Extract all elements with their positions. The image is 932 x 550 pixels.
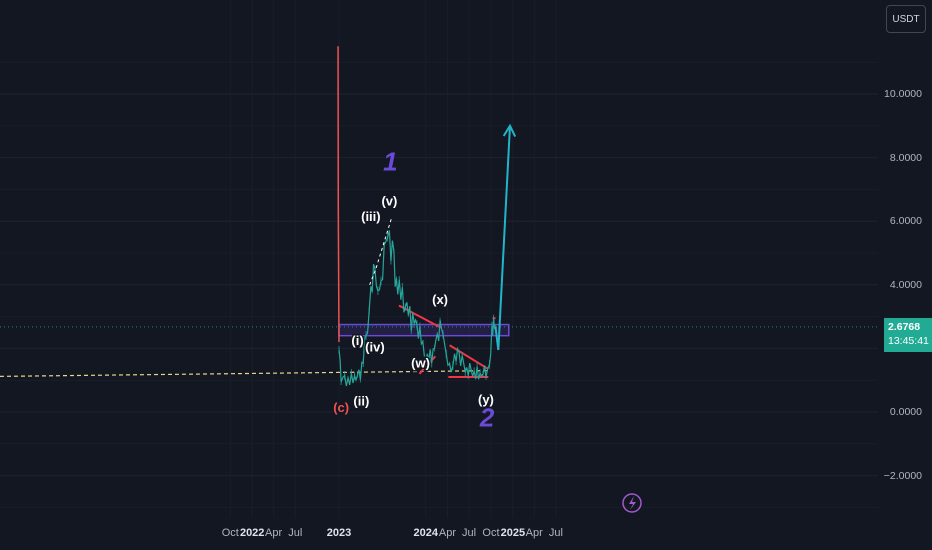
currency-label: USDT — [892, 13, 920, 25]
lightning-icon[interactable] — [622, 493, 642, 513]
wave-label: (iii) — [361, 209, 381, 224]
x-tick-label: Apr — [438, 527, 456, 539]
projection-path — [494, 125, 511, 351]
resistance-box — [338, 323, 510, 337]
price-line — [338, 230, 496, 387]
x-tick-label: 2022 — [239, 527, 265, 539]
wave-label: (x) — [432, 292, 448, 307]
wave-label: (i) — [351, 333, 363, 348]
x-tick-label: Oct — [482, 527, 500, 539]
grid — [0, 93, 878, 477]
x-tick-label: Jul — [462, 527, 477, 539]
wave-label: (w) — [411, 355, 430, 370]
support-dashed-line — [0, 370, 490, 377]
last-price-tag: 2.6768 13:45:41 — [884, 318, 932, 352]
price-spike — [337, 46, 340, 343]
x-tick-label: Jul — [548, 527, 563, 539]
wave-label: (ii) — [353, 394, 369, 409]
y-tick-label: 10.0000 — [884, 88, 922, 100]
x-tick-label: Apr — [265, 527, 283, 539]
trendline-triangle-top — [449, 344, 489, 370]
wave-label: (c) — [333, 400, 349, 415]
y-tick-label: 6.0000 — [889, 215, 922, 228]
x-tick-label: 2023 — [326, 527, 352, 539]
y-tick-label: 4.0000 — [889, 278, 922, 291]
y-tick-label: 0.0000 — [889, 406, 922, 418]
projection-layer — [494, 123, 517, 351]
y-tick-label: 8.0000 — [889, 151, 922, 164]
price-series-layer — [337, 46, 496, 387]
x-tick-label: Jul — [288, 527, 303, 539]
wave-label-layer: (c) (i) (ii) (iii) (iv) (v) 1 (w) (x) (y)2 — [332, 146, 496, 432]
wave-label: 2 — [479, 402, 495, 432]
projection-arrowhead — [502, 123, 517, 138]
wave-label: 1 — [383, 146, 397, 176]
last-price-value: 2.6768 — [888, 321, 921, 333]
x-tick-label: Oct — [221, 527, 239, 539]
currency-button[interactable]: USDT — [886, 5, 926, 33]
wave-label: (v) — [381, 193, 397, 208]
wave-label: (y) — [478, 392, 494, 407]
x-tick-label: 2024 — [413, 527, 439, 539]
wave-label: (iv) — [365, 340, 385, 355]
x-tick-label: 2025 — [500, 527, 526, 539]
countdown-timer: 13:45:41 — [888, 335, 929, 347]
x-tick-label: Apr — [525, 527, 543, 539]
y-tick-label: −2.0000 — [883, 469, 922, 482]
trendline-upper — [398, 304, 442, 329]
